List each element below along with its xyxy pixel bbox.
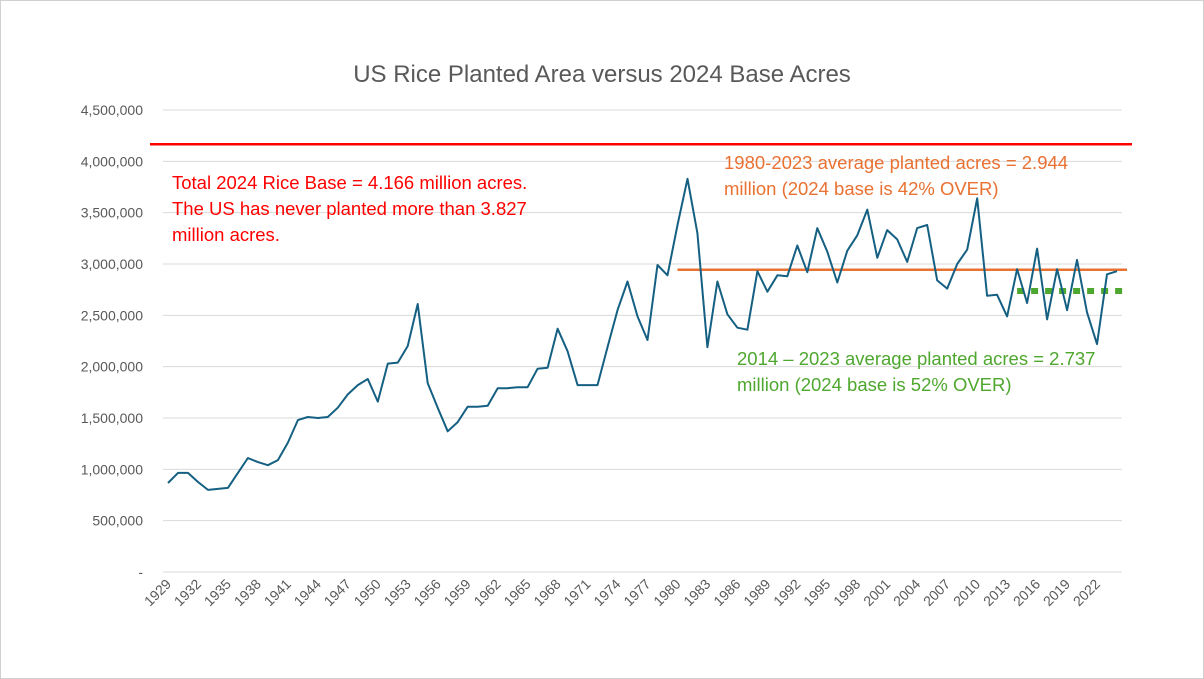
x-tick-label: 1971 [560, 576, 593, 609]
x-tick-label: 1953 [381, 576, 414, 609]
x-tick-label: 1992 [770, 576, 803, 609]
x-tick-label: 2022 [1070, 576, 1103, 609]
x-tick-label: 2019 [1040, 576, 1073, 609]
y-tick-label: 4,000,000 [81, 153, 143, 169]
x-tick-label: 1947 [321, 576, 354, 609]
x-tick-label: 1944 [291, 576, 324, 609]
x-tick-label: 1968 [530, 576, 563, 609]
x-tick-label: 2016 [1010, 576, 1043, 609]
x-tick-label: 1938 [231, 576, 264, 609]
chart-title: US Rice Planted Area versus 2024 Base Ac… [353, 61, 851, 88]
x-tick-label: 1935 [201, 576, 234, 609]
y-tick-label: 4,500,000 [81, 102, 143, 118]
x-tick-label: 1959 [440, 576, 473, 609]
y-tick-label: 1,500,000 [81, 410, 143, 426]
x-tick-label: 1965 [500, 576, 533, 609]
x-tick-label: 1956 [410, 576, 443, 609]
x-tick-label: 1986 [710, 576, 743, 609]
x-tick-label: 2004 [890, 576, 923, 609]
x-tick-label: 1995 [800, 576, 833, 609]
x-tick-label: 2001 [860, 576, 893, 609]
x-tick-label: 1929 [141, 576, 174, 609]
x-tick-label: 1989 [740, 576, 773, 609]
x-axis-ticks: 1929193219351938194119441947195019531956… [141, 576, 1104, 609]
x-tick-label: 2013 [980, 576, 1013, 609]
annotation-base-acres: Total 2024 Rice Base = 4.166 million acr… [172, 172, 528, 245]
y-tick-label: 500,000 [92, 513, 143, 529]
x-tick-label: 1950 [351, 576, 384, 609]
annotation-2014-average: 2014 – 2023 average planted acres = 2.73… [737, 348, 1096, 395]
y-tick-label: 3,000,000 [81, 256, 143, 272]
x-tick-label: 1932 [171, 576, 204, 609]
x-tick-label: 1962 [470, 576, 503, 609]
annotation-1980-average: 1980-2023 average planted acres = 2.944 … [724, 152, 1069, 199]
x-tick-label: 1998 [830, 576, 863, 609]
x-tick-label: 1977 [620, 576, 653, 609]
x-tick-label: 1983 [680, 576, 713, 609]
y-tick-label: - [138, 564, 143, 580]
y-tick-label: 1,000,000 [81, 461, 143, 477]
y-axis-ticks: - 500,000 1,000,000 1,500,000 2,000,000 2,500… [81, 102, 144, 580]
x-tick-label: 2007 [920, 576, 953, 609]
y-tick-label: 3,500,000 [81, 205, 143, 221]
series-line [167, 177, 1118, 491]
x-tick-label: 1980 [650, 576, 683, 609]
x-tick-label: 2010 [950, 576, 983, 609]
y-tick-label: 2,500,000 [81, 307, 143, 323]
y-tick-label: 2,000,000 [81, 359, 143, 375]
x-tick-label: 1941 [261, 576, 294, 609]
x-tick-label: 1974 [590, 576, 623, 609]
series [167, 177, 1118, 491]
reference-lines [150, 143, 1132, 295]
